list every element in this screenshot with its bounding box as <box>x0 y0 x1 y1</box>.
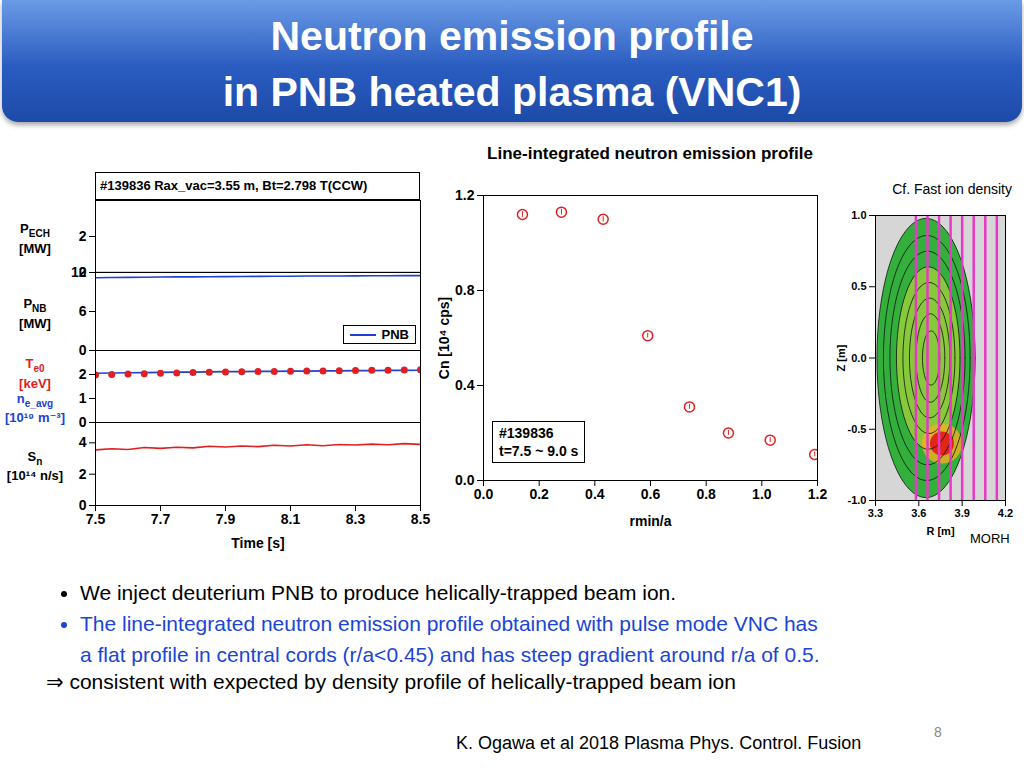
html-text:Line-integrated neutron emissi: Line-integrated neutron emission profile <box>487 144 813 163</box>
svg-text:7.5: 7.5 <box>86 511 106 527</box>
svg-text:2: 2 <box>79 228 87 244</box>
html-text:K. Ogawa et al 2018 Plasma Phy: K. Ogawa et al 2018 Plasma Phys. Control… <box>456 733 862 753</box>
html-text:[10¹⁹ m⁻³]: [10¹⁹ m⁻³] <box>5 410 65 426</box>
html-text:ne_avg: ne_avg <box>16 390 54 409</box>
html-text:We inject deuterium PNB to pro: We inject deuterium PNB to produce helic… <box>80 581 677 604</box>
html-text:Cf. Fast ion density: Cf. Fast ion density <box>892 181 1012 197</box>
html-text:a flat profile in central cord: a flat profile in central cords (r/a<0.4… <box>80 643 820 666</box>
html-text:Neutron emission profile: Neutron emission profile <box>270 13 754 59</box>
html-text:The line-integrated neutron em: The line-integrated neutron emission pro… <box>80 612 818 635</box>
svg-text:1: 1 <box>79 390 87 406</box>
svg-text:R [m]: R [m] <box>926 525 954 537</box>
html-text:PNB: PNB <box>23 296 47 314</box>
svg-text:1.0: 1.0 <box>851 209 866 221</box>
html-text:⇒ consistent with expected by: ⇒ consistent with expected by density pr… <box>46 670 736 693</box>
html-text:[MW]: [MW] <box>19 315 51 331</box>
svg-text:-0.5: -0.5 <box>848 423 867 435</box>
svg-text:0.0: 0.0 <box>455 472 475 488</box>
svg-text:3.6: 3.6 <box>911 507 926 519</box>
svg-text:rmin/a: rmin/a <box>629 513 671 529</box>
svg-text:7.7: 7.7 <box>151 511 171 527</box>
svg-text:Z [m]: Z [m] <box>835 344 847 371</box>
svg-text:0: 0 <box>79 414 87 430</box>
html-text:#139836: #139836 <box>499 425 554 441</box>
svg-text:0.4: 0.4 <box>585 486 605 502</box>
svg-text:0.0: 0.0 <box>474 486 494 502</box>
svg-text:0.0: 0.0 <box>851 352 866 364</box>
svg-text:2: 2 <box>79 366 87 382</box>
svg-text:1.0: 1.0 <box>752 486 772 502</box>
svg-text:-1.0: -1.0 <box>848 494 867 506</box>
html-text:PECH: PECH <box>20 221 50 239</box>
svg-text:2: 2 <box>79 466 87 482</box>
svg-text:Cn [10⁴ cps]: Cn [10⁴ cps] <box>436 297 452 379</box>
svg-text:8.3: 8.3 <box>346 511 366 527</box>
svg-text:8.1: 8.1 <box>281 511 301 527</box>
svg-text:0.2: 0.2 <box>529 486 549 502</box>
html-text:in PNB heated plasma (VNC1): in PNB heated plasma (VNC1) <box>222 69 802 115</box>
svg-text:8.5: 8.5 <box>411 511 431 527</box>
svg-text:1.2: 1.2 <box>455 187 475 203</box>
html-text:[10¹⁴ n/s]: [10¹⁴ n/s] <box>6 468 64 484</box>
html-text:[MW]: [MW] <box>19 240 51 256</box>
html-text:PNB: PNB <box>381 327 409 342</box>
html-text:[keV]: [keV] <box>19 375 51 391</box>
svg-text:0.6: 0.6 <box>641 486 661 502</box>
svg-text:0.8: 0.8 <box>455 282 475 298</box>
svg-text:12: 12 <box>71 264 87 280</box>
html-text:MORH: MORH <box>970 531 1010 546</box>
svg-text:0: 0 <box>79 342 87 358</box>
svg-text:0.8: 0.8 <box>696 486 716 502</box>
html-text:8: 8 <box>934 724 942 740</box>
svg-text:3.3: 3.3 <box>868 507 883 519</box>
svg-text:0.4: 0.4 <box>455 377 475 393</box>
html-text:Te0: Te0 <box>25 356 45 374</box>
html-text:t=7.5 ~ 9.0 s: t=7.5 ~ 9.0 s <box>499 443 579 459</box>
svg-text:0.5: 0.5 <box>851 280 866 292</box>
svg-text:0: 0 <box>78 497 87 513</box>
html-text:Sn: Sn <box>27 448 43 467</box>
svg-text:3.9: 3.9 <box>955 507 970 519</box>
html-text:#139836 Rax_vac=3.55 m, Bt=2.7: #139836 Rax_vac=3.55 m, Bt=2.798 T(CCW) <box>100 178 368 193</box>
svg-text:1.2: 1.2 <box>808 486 828 502</box>
svg-text:4.2: 4.2 <box>998 507 1013 519</box>
svg-text:6: 6 <box>79 303 87 319</box>
svg-text:7.9: 7.9 <box>216 511 236 527</box>
svg-text:4: 4 <box>79 434 87 450</box>
svg-text:Time [s]: Time [s] <box>231 535 284 551</box>
